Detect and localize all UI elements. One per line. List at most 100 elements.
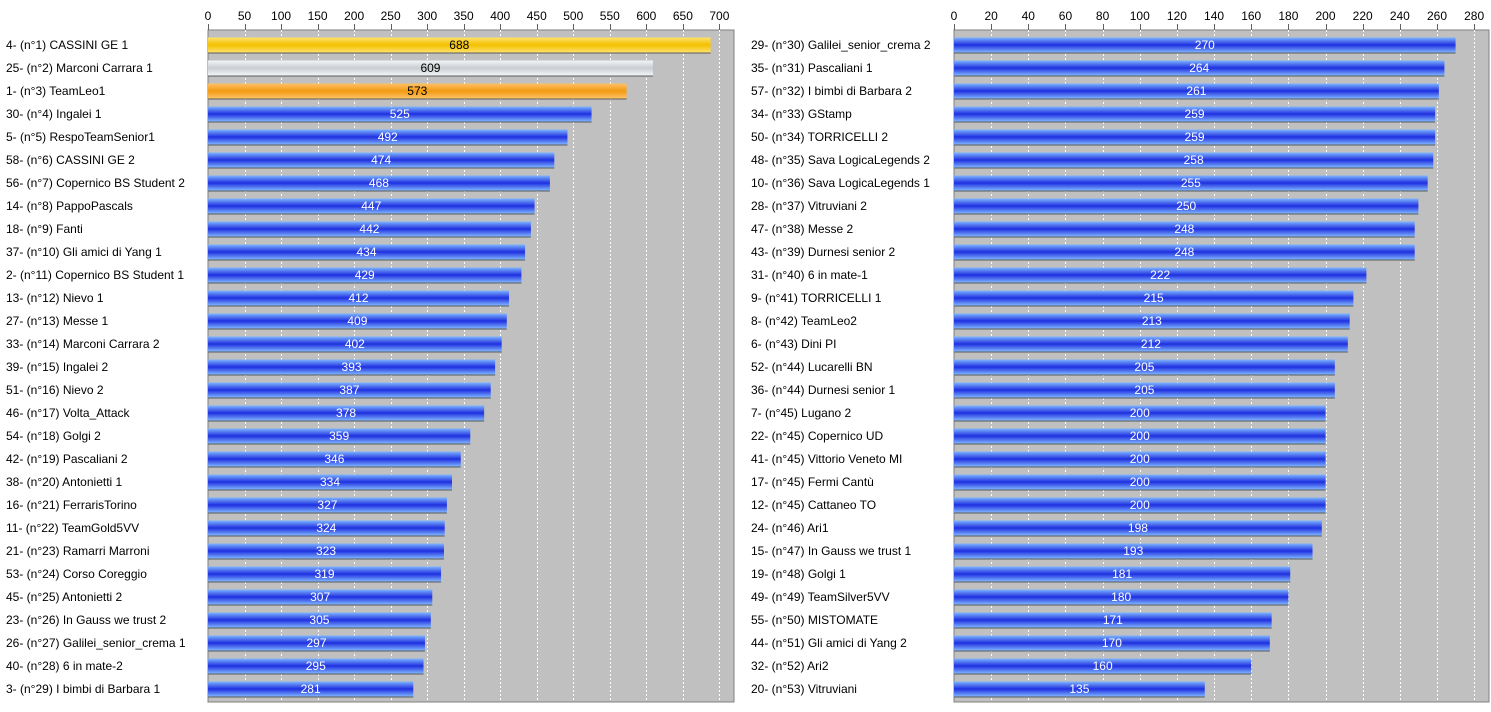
bar-value-label: 319 <box>315 567 335 581</box>
bar <box>954 37 1456 53</box>
x-tick-label: 150 <box>308 9 328 23</box>
bar <box>954 451 1326 467</box>
bar-value-label: 213 <box>1142 314 1162 328</box>
left-chart: 0 50 100 150 200 250 300 350 400 450 500 550 600 650 7… <box>0 0 740 712</box>
bar-value-label: 468 <box>369 176 389 190</box>
category-label: 20- (n°53) Vitruviani <box>751 682 857 696</box>
category-label: 6- (n°43) Dini PI <box>751 337 837 351</box>
category-label: 22- (n°45) Copernico UD <box>751 429 884 443</box>
bar-value-label: 259 <box>1185 107 1205 121</box>
bar <box>208 267 522 283</box>
category-label: 28- (n°37) Vitruviani 2 <box>751 199 867 213</box>
category-label: 50- (n°34) TORRICELLI 2 <box>751 130 888 144</box>
category-label: 46- (n°17) Volta_Attack <box>6 406 131 420</box>
bar <box>208 83 627 99</box>
bar-value-label: 160 <box>1093 659 1113 673</box>
category-label: 26- (n°27) Galilei_senior_crema 1 <box>6 636 186 650</box>
category-label: 35- (n°31) Pascaliani 1 <box>751 61 873 75</box>
bar-value-label: 205 <box>1134 360 1154 374</box>
bar <box>208 152 555 168</box>
bar-value-label: 573 <box>407 84 427 98</box>
bar <box>208 244 526 260</box>
x-tick-label: 50 <box>238 9 252 23</box>
x-tick-label: 140 <box>1204 9 1224 23</box>
category-label: 24- (n°46) Ari1 <box>751 521 829 535</box>
x-tick-label: 280 <box>1464 9 1484 23</box>
bar <box>208 635 425 651</box>
bar-value-label: 324 <box>316 521 336 535</box>
category-label: 42- (n°19) Pascaliani 2 <box>6 452 128 466</box>
category-label: 41- (n°45) Vittorio Veneto MI <box>751 452 902 466</box>
bar-value-label: 181 <box>1112 567 1132 581</box>
bar <box>954 60 1445 76</box>
bar-value-label: 305 <box>309 613 329 627</box>
category-label: 31- (n°40) 6 in mate-1 <box>751 268 868 282</box>
category-label: 39- (n°15) Ingalei 2 <box>6 360 109 374</box>
bar <box>954 83 1439 99</box>
bar-value-label: 250 <box>1176 199 1196 213</box>
bar-value-label: 447 <box>361 199 381 213</box>
bar <box>208 175 550 191</box>
bar <box>208 313 507 329</box>
x-tick-label: 350 <box>454 9 474 23</box>
bar <box>208 359 496 375</box>
bar-value-label: 307 <box>310 590 330 604</box>
category-label: 54- (n°18) Golgi 2 <box>6 429 101 443</box>
bar <box>954 198 1419 214</box>
bar-value-label: 170 <box>1102 636 1122 650</box>
category-label: 33- (n°14) Marconi Carrara 2 <box>6 337 160 351</box>
right-chart-svg: 0 20 40 60 80 100 120 140 160 180 200 220 240 260 280 2… <box>751 9 1490 703</box>
x-tick-label: 240 <box>1390 9 1410 23</box>
category-label: 57- (n°32) I bimbi di Barbara 2 <box>751 84 912 98</box>
left-chart-svg: 0 50 100 150 200 250 300 350 400 450 500 550 600 650 7… <box>6 9 735 703</box>
bar-value-label: 525 <box>390 107 410 121</box>
bar <box>208 198 535 214</box>
x-tick-label: 40 <box>1022 9 1036 23</box>
x-tick-label: 200 <box>1316 9 1336 23</box>
bar-value-label: 200 <box>1130 452 1150 466</box>
category-label: 30- (n°4) Ingalei 1 <box>6 107 102 121</box>
bar-value-label: 135 <box>1069 682 1089 696</box>
bar-value-label: 200 <box>1130 475 1150 489</box>
category-label: 12- (n°45) Cattaneo TO <box>751 498 876 512</box>
x-tick-label: 220 <box>1353 9 1373 23</box>
bar-value-label: 171 <box>1103 613 1123 627</box>
x-tick-label: 450 <box>527 9 547 23</box>
category-label: 14- (n°8) PappoPascals <box>6 199 133 213</box>
category-label: 2- (n°11) Copernico BS Student 1 <box>6 268 184 282</box>
bar-value-label: 402 <box>345 337 365 351</box>
bar-value-label: 222 <box>1150 268 1170 282</box>
bar <box>954 681 1205 697</box>
bar <box>208 589 433 605</box>
bar-value-label: 264 <box>1189 61 1209 75</box>
bar-value-label: 198 <box>1128 521 1148 535</box>
bar <box>208 60 653 76</box>
x-tick-label: 300 <box>417 9 437 23</box>
bar <box>954 313 1350 329</box>
bar-value-label: 346 <box>324 452 344 466</box>
category-label: 52- (n°44) Lucarelli BN <box>751 360 873 374</box>
category-label: 25- (n°2) Marconi Carrara 1 <box>6 61 153 75</box>
bar-value-label: 255 <box>1181 176 1201 190</box>
x-tick-label: 260 <box>1427 9 1447 23</box>
category-label: 5- (n°5) RespoTeamSenior1 <box>6 130 155 144</box>
bar-value-label: 688 <box>449 38 469 52</box>
category-label: 11- (n°22) TeamGold5VV <box>6 521 139 535</box>
bar <box>954 290 1354 306</box>
category-label: 32- (n°52) Ari2 <box>751 659 829 673</box>
bar-value-label: 429 <box>355 268 375 282</box>
bar-value-label: 334 <box>320 475 340 489</box>
category-label: 8- (n°42) TeamLeo2 <box>751 314 857 328</box>
bar <box>954 152 1434 168</box>
category-label: 49- (n°49) TeamSilver5VV <box>751 590 890 604</box>
bar-value-label: 387 <box>339 383 359 397</box>
x-tick-label: 20 <box>984 9 998 23</box>
bar <box>208 37 711 53</box>
x-tick-label: 180 <box>1278 9 1298 23</box>
category-label: 56- (n°7) Copernico BS Student 2 <box>6 176 185 190</box>
bar-value-label: 180 <box>1111 590 1131 604</box>
bar <box>954 382 1335 398</box>
bar-value-label: 609 <box>420 61 440 75</box>
bar <box>954 221 1415 237</box>
category-label: 27- (n°13) Messe 1 <box>6 314 109 328</box>
